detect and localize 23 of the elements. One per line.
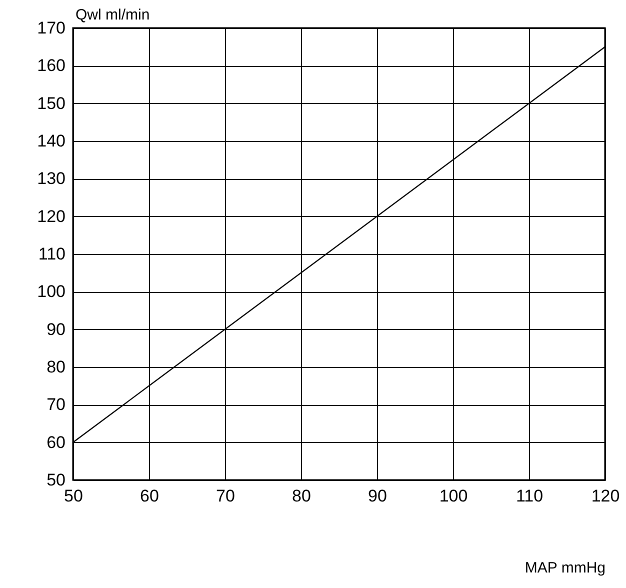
y-tick-label: 60 xyxy=(46,432,66,452)
y-tick-label: 70 xyxy=(46,395,66,414)
y-tick-label: 110 xyxy=(38,244,66,264)
y-tick-label: 140 xyxy=(37,132,66,150)
y-tick-label: 50 xyxy=(46,470,66,490)
y-tick-label: 160 xyxy=(37,56,66,76)
x-tick-label: 80 xyxy=(292,486,311,506)
y-tick-label: 100 xyxy=(37,282,66,302)
y-axis-title: Qwl ml/min xyxy=(76,6,150,24)
x-axis-title: MAP mmHg xyxy=(524,560,606,576)
y-tick-label: 130 xyxy=(37,169,66,188)
x-tick-label: 120 xyxy=(591,486,620,506)
x-tick-label: 110 xyxy=(516,486,544,506)
y-tick-label: 170 xyxy=(37,18,66,38)
x-tick-label: 60 xyxy=(140,486,159,506)
x-tick-label: 100 xyxy=(439,486,468,506)
x-tick-label: 70 xyxy=(216,486,235,506)
y-tick-label: 90 xyxy=(46,320,66,339)
x-tick-label: 90 xyxy=(368,486,387,506)
x-tick-label: 50 xyxy=(64,486,83,506)
y-tick-label: 120 xyxy=(37,206,66,226)
y-tick-label: 80 xyxy=(46,358,66,376)
y-tick-label: 150 xyxy=(37,94,66,113)
